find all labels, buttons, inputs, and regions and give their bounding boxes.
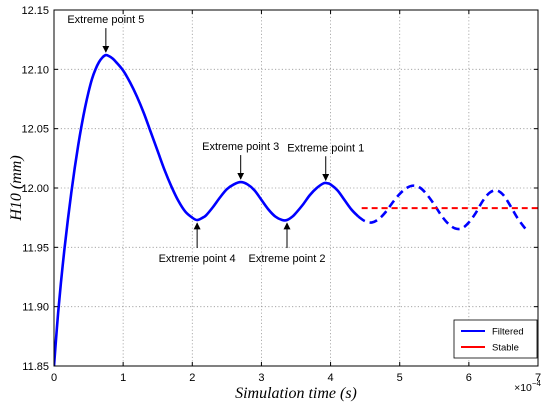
x-tick-label: 0 — [51, 372, 57, 384]
annotation: Extreme point 4 — [159, 222, 236, 265]
annotation: Extreme point 3 — [202, 141, 279, 180]
plot-series — [54, 53, 538, 366]
x-tick-label: 2 — [189, 372, 195, 384]
y-tick-label: 12.05 — [21, 124, 49, 136]
x-axis-offset-exponent: −4 — [532, 379, 542, 388]
y-tick-label: 11.90 — [22, 302, 49, 314]
legend-label-stable: Stable — [492, 343, 519, 354]
x-tick-label: 5 — [397, 372, 403, 384]
annotations: Extreme point 5 Extreme point 3 Extreme po… — [67, 14, 364, 265]
annotation: Extreme point 2 — [248, 222, 326, 265]
legend-box — [453, 319, 538, 359]
x-axis-offset-text: ×10−4 — [514, 379, 541, 394]
y-tick-label: 12.00 — [21, 183, 49, 195]
x-axis-label: Simulation time (s) — [235, 385, 357, 402]
annotation-label: Extreme point 4 — [159, 253, 236, 265]
annotation-label: Extreme point 5 — [67, 14, 144, 26]
y-tick-label: 12.15 — [21, 5, 49, 17]
x-axis-offset-base: ×10 — [514, 382, 532, 394]
axes: 0 1 2 3 4 5 6 7 11.85 11.90 11.95 12.00 12.05 12.10 12… — [21, 5, 541, 384]
x-tick-label: 3 — [258, 372, 264, 384]
y-tick-label: 11.95 — [22, 242, 49, 254]
x-tick-label: 7 — [535, 372, 541, 384]
y-tick-label: 11.85 — [22, 361, 49, 373]
series-line-filtered — [54, 53, 360, 366]
y-tick-label: 12.10 — [21, 64, 49, 76]
annotation-label: Extreme point 1 — [287, 142, 364, 154]
annotation-label: Extreme point 3 — [202, 141, 279, 153]
annotation: Extreme point 5 — [67, 14, 144, 53]
series-line-dashed-continuation — [357, 184, 529, 232]
x-tick-label: 6 — [466, 372, 472, 384]
y-axis-label: H10 (mm) — [8, 155, 25, 221]
legend-label-filtered: Filtered — [492, 327, 524, 338]
annotation-label: Extreme point 2 — [248, 253, 325, 265]
legend: Filtered Stable — [453, 319, 538, 359]
x-tick-label: 1 — [120, 372, 126, 384]
annotation: Extreme point 1 — [287, 142, 364, 181]
x-tick-label: 4 — [328, 372, 334, 384]
grid — [54, 10, 538, 366]
